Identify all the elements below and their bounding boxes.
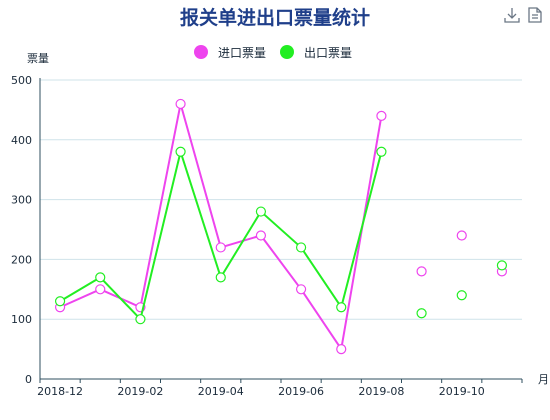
data-point[interactable]	[416, 266, 427, 277]
data-point[interactable]	[175, 146, 186, 157]
y-tick-label: 500	[11, 74, 32, 87]
data-point[interactable]	[376, 146, 387, 157]
data-point[interactable]	[376, 110, 387, 121]
data-point[interactable]	[496, 260, 508, 271]
data-point[interactable]	[255, 206, 267, 217]
chart-toolbox	[504, 7, 542, 23]
y-tick-label: 200	[11, 253, 32, 266]
legend-swatch	[194, 45, 208, 59]
data-point[interactable]	[456, 290, 467, 301]
y-tick-label: 300	[11, 194, 32, 207]
data-point[interactable]	[255, 230, 267, 241]
chart-title: 报关单进出口票量统计	[180, 6, 370, 29]
x-axis: 2018-12 2019-02 2019-04 2019-06 2019-08 2019-…	[37, 378, 523, 398]
data-point[interactable]	[456, 230, 467, 241]
x-axis-label: 月	[538, 373, 549, 386]
data-point[interactable]	[95, 284, 106, 295]
legend-label: 进口票量	[218, 46, 266, 60]
grid-lines	[40, 79, 522, 320]
x-tick-label: 2019-08	[358, 385, 404, 398]
legend-item[interactable]: 出口票量	[280, 45, 352, 60]
y-axis: 0 100 200 300 400 500	[11, 74, 41, 386]
y-tick-label: 400	[11, 134, 32, 147]
legend-label: 出口票量	[304, 46, 352, 60]
series-1	[54, 98, 508, 355]
data-view-icon[interactable]	[528, 7, 542, 23]
x-tick-label: 2019-10	[439, 385, 485, 398]
data-point[interactable]	[336, 344, 347, 355]
x-tick-label: 2018-12	[37, 385, 83, 398]
series-2	[54, 146, 508, 325]
x-tick-label: 2019-02	[117, 385, 163, 398]
series-layer	[54, 98, 508, 355]
series-line	[59, 102, 383, 351]
data-point[interactable]	[135, 314, 146, 325]
data-point[interactable]	[215, 242, 226, 253]
data-point[interactable]	[295, 284, 307, 295]
data-point[interactable]	[416, 308, 427, 319]
legend-swatch	[280, 45, 294, 59]
x-tick-label: 2019-06	[278, 385, 324, 398]
download-icon[interactable]	[504, 7, 520, 23]
y-axis-label: 票量	[27, 52, 49, 65]
data-point[interactable]	[95, 272, 106, 283]
data-point[interactable]	[175, 98, 186, 110]
y-tick-label: 100	[11, 313, 32, 326]
data-point[interactable]	[295, 242, 307, 253]
data-point[interactable]	[54, 296, 66, 307]
x-tick-label: 2019-04	[198, 385, 244, 398]
series-line	[59, 150, 383, 321]
y-tick-label: 0	[25, 373, 32, 386]
data-point[interactable]	[336, 302, 347, 313]
chart-legend: 进口票量 出口票量	[194, 45, 352, 60]
legend-item[interactable]: 进口票量	[194, 45, 266, 60]
data-point[interactable]	[215, 272, 226, 283]
